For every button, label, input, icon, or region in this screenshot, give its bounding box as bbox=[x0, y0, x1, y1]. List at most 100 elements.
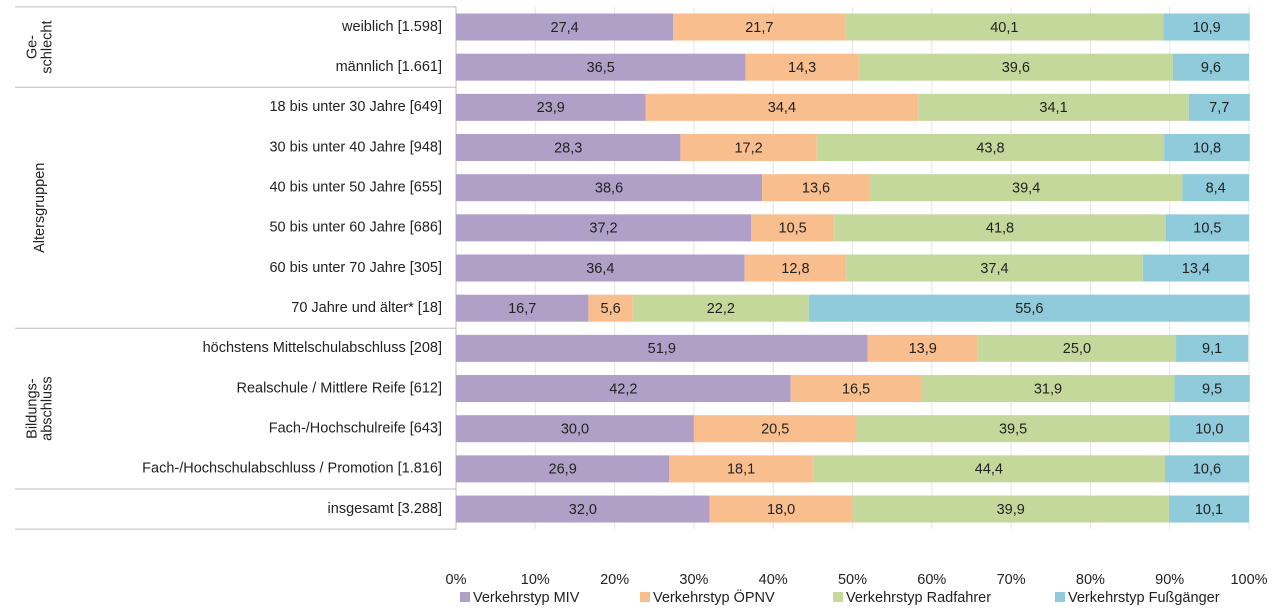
x-tick-label: 20% bbox=[600, 572, 629, 588]
value-label: 39,9 bbox=[997, 502, 1025, 518]
bar-segment bbox=[456, 455, 670, 483]
x-tick-label: 50% bbox=[838, 572, 867, 588]
bar-segment bbox=[669, 455, 813, 483]
bar-segment bbox=[858, 53, 1173, 81]
bar-segment bbox=[1164, 134, 1250, 162]
bar-segment bbox=[1163, 13, 1250, 41]
bar-segment bbox=[808, 294, 1250, 322]
bar-segment bbox=[812, 455, 1165, 483]
value-label: 44,4 bbox=[975, 462, 1003, 478]
bar-segment bbox=[456, 13, 674, 41]
bar-segment bbox=[845, 13, 1164, 41]
bar-segment bbox=[456, 375, 791, 403]
legend-label: Verkehrstyp MIV bbox=[473, 590, 580, 606]
value-label: 34,4 bbox=[768, 100, 796, 116]
bar-segment bbox=[456, 334, 868, 362]
y-tick-label: höchstens Mittelschulabschluss [208] bbox=[203, 340, 442, 356]
value-label: 10,5 bbox=[779, 221, 807, 237]
value-label: 10,8 bbox=[1193, 140, 1221, 156]
y-tick-label: insgesamt [3.288] bbox=[328, 501, 442, 517]
y-tick-label: 30 bis unter 40 Jahre [948] bbox=[269, 139, 442, 155]
value-label: 10,6 bbox=[1193, 462, 1221, 478]
bar-segment bbox=[762, 174, 870, 202]
value-label: 20,5 bbox=[761, 422, 789, 438]
bar-segment bbox=[1165, 214, 1249, 242]
group-label: Ge- bbox=[24, 35, 40, 59]
bar-segment bbox=[456, 174, 763, 202]
bar-segment bbox=[1169, 415, 1249, 443]
y-tick-label: 70 Jahre und älter* [18] bbox=[291, 300, 442, 316]
legend-label: Verkehrstyp Radfahrer bbox=[846, 590, 991, 606]
value-label: 42,2 bbox=[609, 381, 637, 397]
value-label: 13,6 bbox=[802, 181, 830, 197]
value-label: 32,0 bbox=[569, 502, 597, 518]
value-label: 26,9 bbox=[549, 462, 577, 478]
bar-segment bbox=[632, 294, 809, 322]
x-tick-label: 40% bbox=[759, 572, 788, 588]
legend-label: Verkehrstyp Fußgänger bbox=[1068, 590, 1220, 606]
y-tick-label: männlich [1.661] bbox=[336, 59, 442, 75]
value-label: 10,9 bbox=[1192, 20, 1220, 36]
value-label: 17,2 bbox=[734, 140, 762, 156]
value-label: 12,8 bbox=[781, 261, 809, 277]
bar-segment bbox=[921, 375, 1175, 403]
value-label: 30,0 bbox=[561, 422, 589, 438]
value-label: 39,6 bbox=[1002, 60, 1030, 76]
value-label: 7,7 bbox=[1209, 100, 1229, 116]
value-label: 34,1 bbox=[1039, 100, 1067, 116]
group-label: Bildungs- bbox=[24, 378, 40, 439]
bar-segment bbox=[456, 93, 646, 121]
x-tick-label: 100% bbox=[1230, 572, 1267, 588]
value-label: 10,0 bbox=[1195, 422, 1223, 438]
y-tick-label: Fach-/Hochschulreife [643] bbox=[269, 421, 442, 437]
bar-segment bbox=[1172, 53, 1249, 81]
value-label: 10,5 bbox=[1193, 221, 1221, 237]
bar-segment bbox=[977, 334, 1177, 362]
y-tick-label: 18 bis unter 30 Jahre [649] bbox=[269, 99, 442, 115]
bar-segment bbox=[745, 53, 859, 81]
value-label: 43,8 bbox=[976, 140, 1004, 156]
value-label: 37,2 bbox=[589, 221, 617, 237]
y-tick-label: weiblich [1.598] bbox=[341, 19, 442, 35]
bar-segment bbox=[846, 254, 1143, 282]
bar-segment bbox=[867, 334, 978, 362]
y-tick-label: 60 bis unter 70 Jahre [305] bbox=[269, 260, 442, 276]
value-label: 51,9 bbox=[648, 341, 676, 357]
x-tick-label: 0% bbox=[446, 572, 467, 588]
value-label: 37,4 bbox=[980, 261, 1008, 277]
value-label: 10,1 bbox=[1195, 502, 1223, 518]
value-label: 39,5 bbox=[999, 422, 1027, 438]
value-label: 27,4 bbox=[551, 20, 579, 36]
value-label: 9,1 bbox=[1202, 341, 1222, 357]
x-tick-label: 80% bbox=[1076, 572, 1105, 588]
y-tick-label: 40 bis unter 50 Jahre [655] bbox=[269, 180, 442, 196]
legend-label: Verkehrstyp ÖPNV bbox=[653, 588, 775, 606]
group-label: schlecht bbox=[39, 20, 55, 73]
bar-segment bbox=[918, 93, 1189, 121]
bar-segment bbox=[456, 53, 746, 81]
bar-segment bbox=[1176, 334, 1249, 362]
value-label: 9,6 bbox=[1201, 60, 1221, 76]
bar-segment bbox=[1168, 495, 1249, 523]
bar-segment bbox=[1188, 93, 1250, 121]
x-tick-label: 30% bbox=[679, 572, 708, 588]
value-label: 9,5 bbox=[1202, 381, 1222, 397]
value-label: 22,2 bbox=[707, 301, 735, 317]
value-label: 25,0 bbox=[1063, 341, 1091, 357]
bar-segment bbox=[456, 294, 589, 322]
y-tick-label: 50 bis unter 60 Jahre [686] bbox=[269, 220, 442, 236]
value-label: 16,7 bbox=[508, 301, 536, 317]
bar-segment bbox=[1164, 455, 1249, 483]
bar-segment bbox=[834, 214, 1166, 242]
legend-swatch bbox=[640, 592, 650, 602]
bar-segment bbox=[456, 254, 745, 282]
bar-segment bbox=[456, 415, 694, 443]
value-label: 8,4 bbox=[1206, 181, 1226, 197]
x-tick-label: 70% bbox=[997, 572, 1026, 588]
value-label: 5,6 bbox=[601, 301, 621, 317]
bar-segment bbox=[693, 415, 857, 443]
bar-segment bbox=[856, 415, 1170, 443]
x-tick-label: 90% bbox=[1155, 572, 1184, 588]
value-label: 18,0 bbox=[767, 502, 795, 518]
